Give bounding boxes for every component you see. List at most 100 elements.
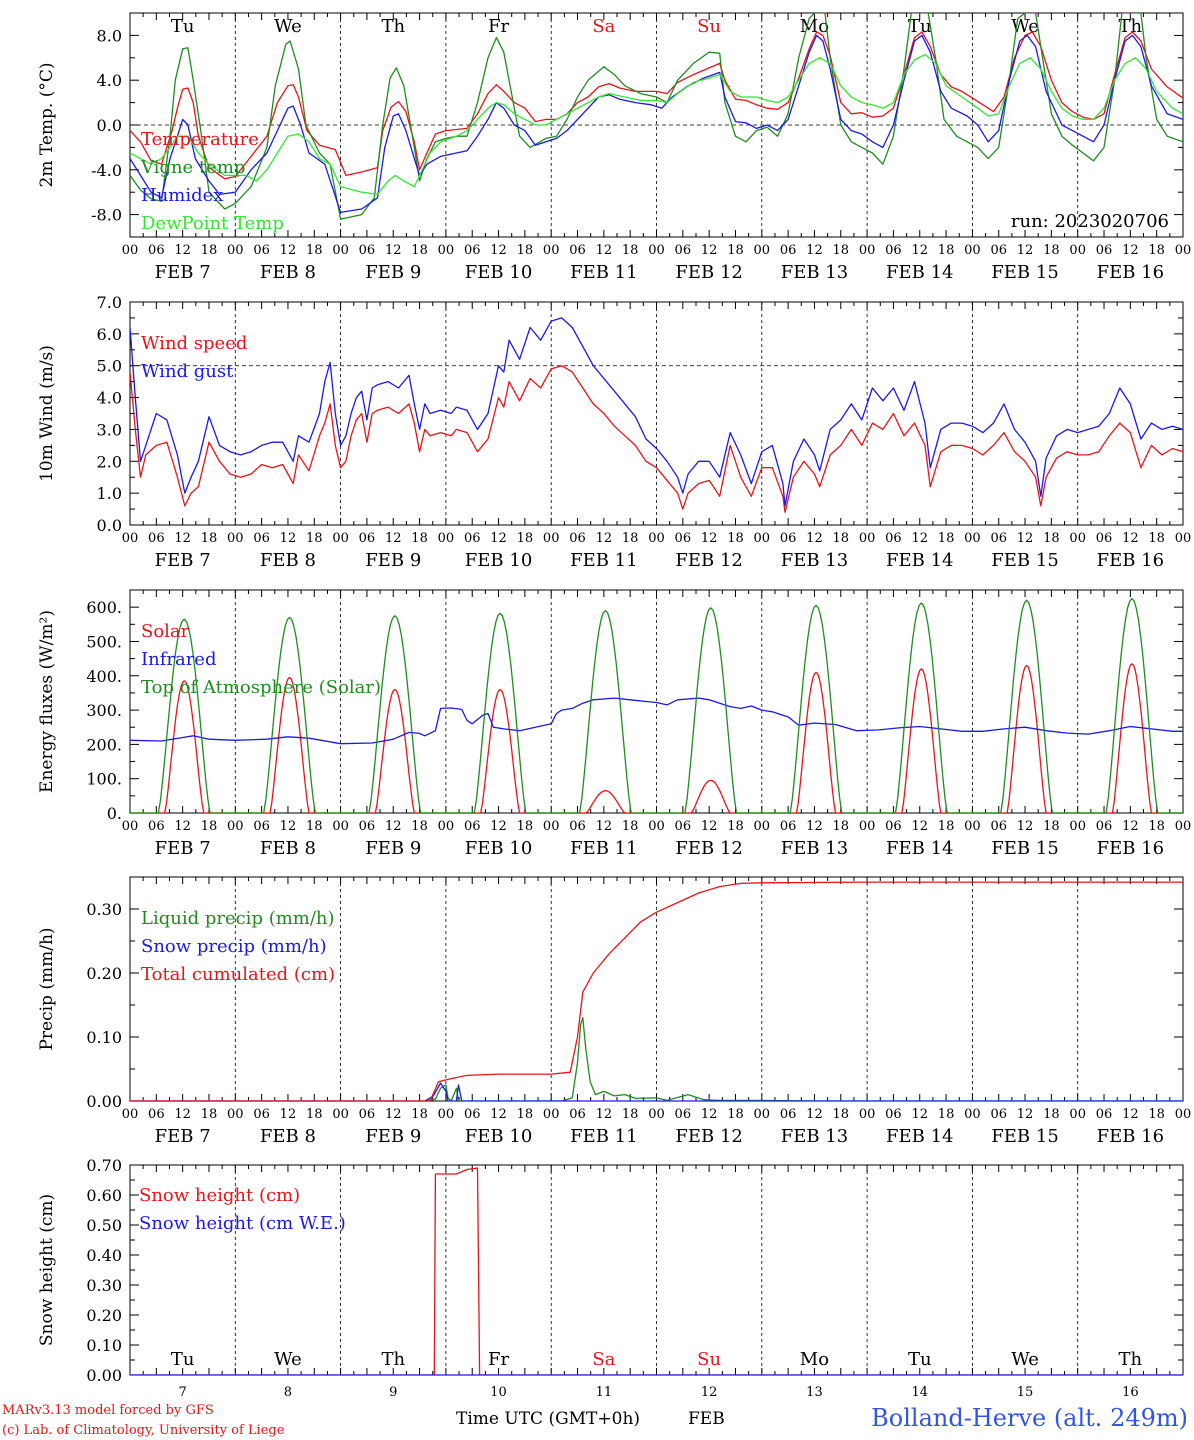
x-hour-label: 12	[1017, 819, 1034, 834]
x-hour-label: 06	[1096, 1107, 1113, 1122]
y-tick-label: 0.0	[97, 116, 122, 135]
series-line-wind-speed	[130, 365, 1183, 513]
x-hour-label: 00	[543, 819, 560, 834]
x-hour-label: 06	[675, 819, 692, 834]
weekday-label: Tu	[908, 16, 932, 37]
x-hour-label: 18	[938, 1107, 955, 1122]
series-group	[130, 597, 1183, 813]
weekday-label: Su	[697, 1349, 721, 1370]
weekday-label: Tu	[908, 1349, 932, 1370]
x-hour-label: 00	[122, 819, 139, 834]
x-hour-label: 18	[411, 1107, 428, 1122]
legend-entry: Humidex	[141, 185, 223, 206]
x-hour-label: 12	[385, 243, 402, 258]
x-hour-label: 12	[596, 531, 613, 546]
x-hour-label: 12	[701, 819, 718, 834]
y-tick-label: 5.0	[97, 357, 122, 376]
series-line-dewpoint-temp	[130, 53, 1183, 196]
x-hour-label: 18	[622, 1107, 639, 1122]
x-date-label: FEB 14	[886, 262, 953, 283]
x-hour-label: 18	[727, 1107, 744, 1122]
x-hour-label: 00	[964, 243, 981, 258]
x-date-label: FEB 9	[365, 262, 421, 283]
legend-entry: Snow precip (mm/h)	[141, 936, 327, 957]
panel-frame	[129, 301, 1184, 526]
x-hour-label: 12	[1122, 531, 1139, 546]
x-hour-label: 06	[1096, 243, 1113, 258]
x-hour-label: 06	[885, 819, 902, 834]
x-hour-label: 06	[675, 531, 692, 546]
x-day-number: 12	[701, 1385, 718, 1400]
weekday-label: We	[1011, 1349, 1039, 1370]
x-hour-label: 06	[990, 531, 1007, 546]
y-tick-label: 2.0	[97, 452, 122, 471]
weekday-label: Mo	[800, 1349, 829, 1370]
station-name: Bolland-Herve (alt. 249m)	[871, 1404, 1188, 1432]
x-hour-label: 18	[517, 1107, 534, 1122]
x-hour-label: 00	[859, 243, 876, 258]
x-hour-label: 12	[1122, 243, 1139, 258]
series-group	[130, 881, 1183, 1101]
x-hour-label: 12	[490, 243, 507, 258]
x-date-label: FEB 14	[886, 838, 953, 859]
x-hour-label: 00	[227, 1107, 244, 1122]
x-hour-label: 06	[253, 243, 270, 258]
x-date-label: FEB 9	[365, 1126, 421, 1147]
x-hour-label: 00	[122, 531, 139, 546]
x-hour-label: 00	[648, 819, 665, 834]
series-line-wind-gust	[130, 317, 1183, 507]
x-date-label: FEB 9	[365, 550, 421, 571]
x-hour-label: 06	[885, 1107, 902, 1122]
x-hour-label: 18	[833, 243, 850, 258]
x-hour-label-end: 00	[1175, 243, 1192, 258]
x-date-label: FEB 15	[991, 262, 1058, 283]
x-hour-label: 18	[622, 531, 639, 546]
x-day-number: 11	[596, 1385, 613, 1400]
x-hour-label: 06	[780, 243, 797, 258]
x-hour-label: 06	[253, 1107, 270, 1122]
series-group	[130, 317, 1183, 513]
x-hour-label: 12	[174, 531, 191, 546]
x-hour-label: 12	[701, 531, 718, 546]
x-hour-label: 18	[727, 819, 744, 834]
panel-frame	[129, 589, 1184, 814]
series-line-temperature	[130, 31, 1183, 180]
x-hour-label: 18	[411, 243, 428, 258]
x-hour-label: 18	[833, 531, 850, 546]
y-tick-label: 0.70	[86, 1156, 122, 1175]
x-hour-label: 12	[385, 1107, 402, 1122]
x-hour-label: 18	[1043, 1107, 1060, 1122]
weekday-label: Su	[697, 16, 721, 37]
series-line-snow-height-cm-	[130, 1167, 1183, 1375]
x-hour-label: 06	[780, 819, 797, 834]
x-hour-label: 06	[1096, 531, 1113, 546]
legend-entry: Top of Atmosphere (Solar)	[141, 677, 381, 698]
x-hour-label: 18	[1043, 243, 1060, 258]
x-date-label: FEB 12	[675, 262, 742, 283]
x-hour-label-end: 00	[1175, 819, 1192, 834]
y-axis-label: 2m Temp. (°C)	[37, 62, 57, 187]
x-hour-label: 06	[148, 1107, 165, 1122]
x-hour-label: 18	[306, 531, 323, 546]
y-tick-label: 3.0	[97, 420, 122, 439]
x-hour-label: 00	[122, 1107, 139, 1122]
x-hour-label: 12	[490, 1107, 507, 1122]
x-hour-label: 12	[385, 531, 402, 546]
x-date-label: FEB 11	[570, 262, 637, 283]
x-date-label: FEB 15	[991, 550, 1058, 571]
x-hour-label: 00	[122, 243, 139, 258]
legend-entry: Total cumulated (cm)	[141, 964, 335, 985]
weekday-label: Sa	[592, 1349, 615, 1370]
x-hour-label: 18	[201, 1107, 218, 1122]
legend-entry: DewPoint Temp	[141, 213, 284, 234]
x-hour-label: 12	[911, 243, 928, 258]
x-hour-label: 12	[911, 819, 928, 834]
x-hour-label: 18	[306, 819, 323, 834]
y-tick-label: 0.50	[86, 1216, 122, 1235]
y-tick-label: 0.20	[86, 1306, 122, 1325]
x-hour-label: 06	[359, 1107, 376, 1122]
x-hour-label: 06	[359, 243, 376, 258]
x-hour-label: 12	[806, 1107, 823, 1122]
x-hour-label: 06	[148, 531, 165, 546]
x-hour-label: 18	[622, 819, 639, 834]
